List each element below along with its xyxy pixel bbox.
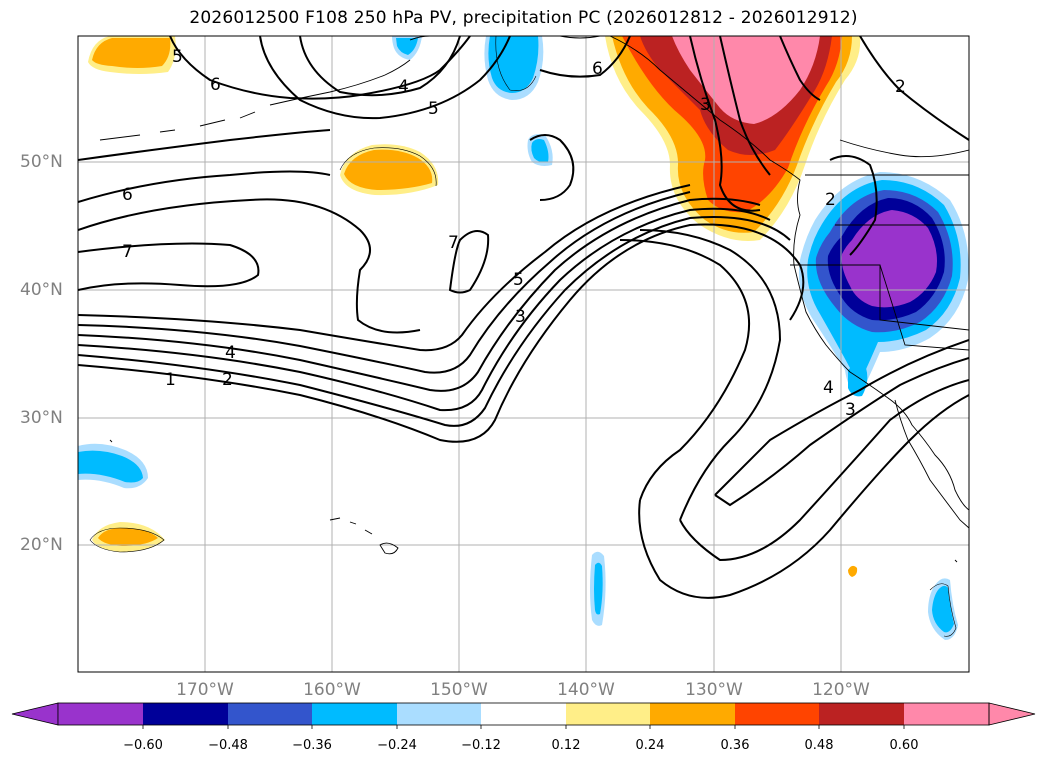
contour-label: 6: [210, 75, 221, 95]
lat-label: 40°N: [20, 280, 63, 300]
contour-label: 7: [122, 242, 133, 262]
lon-label: 140°W: [557, 680, 615, 700]
colorbar-tick-label: 0.12: [551, 738, 581, 753]
colorbar-tick-label: 0.60: [889, 738, 919, 753]
contour-label: 3: [515, 307, 526, 327]
colorbar-tick-label: −0.60: [123, 738, 163, 753]
contour-label: 3: [700, 95, 711, 115]
colorbar-tick-label: 0.48: [804, 738, 834, 753]
contour-label: 4: [398, 77, 409, 97]
lon-label: 150°W: [430, 680, 488, 700]
lon-label: 120°W: [812, 680, 870, 700]
lon-label: 170°W: [176, 680, 234, 700]
precip-positive-northeast: [605, 36, 861, 241]
colorbar-tick-label: −0.24: [377, 738, 417, 753]
colorbar-tick-label: −0.48: [208, 738, 248, 753]
contour-label: 5: [172, 47, 183, 67]
contour-label: 5: [428, 99, 439, 119]
lon-label: 160°W: [303, 680, 361, 700]
contour-label: 7: [448, 233, 459, 253]
colorbar-tick-label: −0.12: [461, 738, 501, 753]
lat-label: 20°N: [20, 535, 63, 555]
lat-label: 30°N: [20, 408, 63, 428]
graticule: [78, 36, 969, 672]
map-frame: [77, 35, 970, 673]
contour-label: 6: [122, 185, 133, 205]
lon-label: 130°W: [685, 680, 743, 700]
contour-label: 4: [225, 343, 236, 363]
contour-label: 5: [513, 270, 524, 290]
colorbar-tick-label: 0.36: [720, 738, 750, 753]
contour-label: 2: [825, 190, 836, 210]
map-title: 2026012500 F108 250 hPa PV, precipitatio…: [189, 8, 858, 28]
contour-label: 2: [895, 77, 906, 97]
contour-label: 4: [823, 378, 834, 398]
contour-label: 6: [592, 59, 603, 79]
colorbar-tick-label: −0.36: [292, 738, 332, 753]
colorbar-tick-label: 0.24: [635, 738, 665, 753]
pv-contours: [78, 36, 969, 599]
contour-label: 3: [845, 400, 856, 420]
contour-label: 1: [165, 370, 176, 390]
lat-label: 50°N: [20, 152, 63, 172]
contour-label: 2: [222, 370, 233, 390]
colorbar: [11, 702, 1036, 729]
